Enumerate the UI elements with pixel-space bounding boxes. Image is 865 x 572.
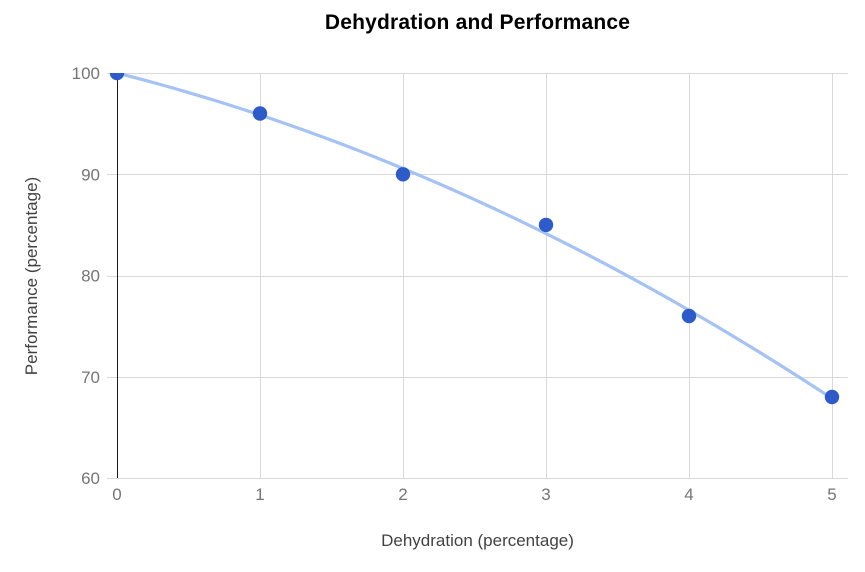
x-tick-label: 3 [541, 485, 550, 504]
y-tick-label: 100 [72, 64, 100, 83]
x-axis-title: Dehydration (percentage) [381, 531, 574, 550]
data-point [824, 389, 840, 405]
data-point [681, 308, 697, 324]
tick-labels: 60 70 80 90 100 0 1 2 3 4 5 [72, 64, 837, 504]
gridlines [107, 73, 848, 479]
y-tick-label: 90 [81, 165, 100, 184]
data-point [109, 73, 125, 81]
y-tick-label: 60 [81, 469, 100, 488]
x-tick-label: 0 [112, 485, 121, 504]
x-tick-label: 4 [684, 485, 693, 504]
y-axis-title: Performance (percentage) [22, 176, 41, 376]
data-point [538, 217, 554, 233]
trendline-path [115, 73, 834, 401]
y-tick-label: 70 [81, 368, 100, 387]
data-point [395, 167, 411, 182]
y-tick-label: 80 [81, 267, 100, 286]
x-tick-label: 2 [398, 485, 407, 504]
trendline-layer [115, 73, 834, 401]
data-point [252, 106, 268, 121]
x-tick-label: 1 [255, 485, 264, 504]
chart-title: Dehydration and Performance [324, 11, 631, 34]
data-points-layer [109, 73, 840, 405]
x-tick-label: 5 [827, 485, 836, 504]
